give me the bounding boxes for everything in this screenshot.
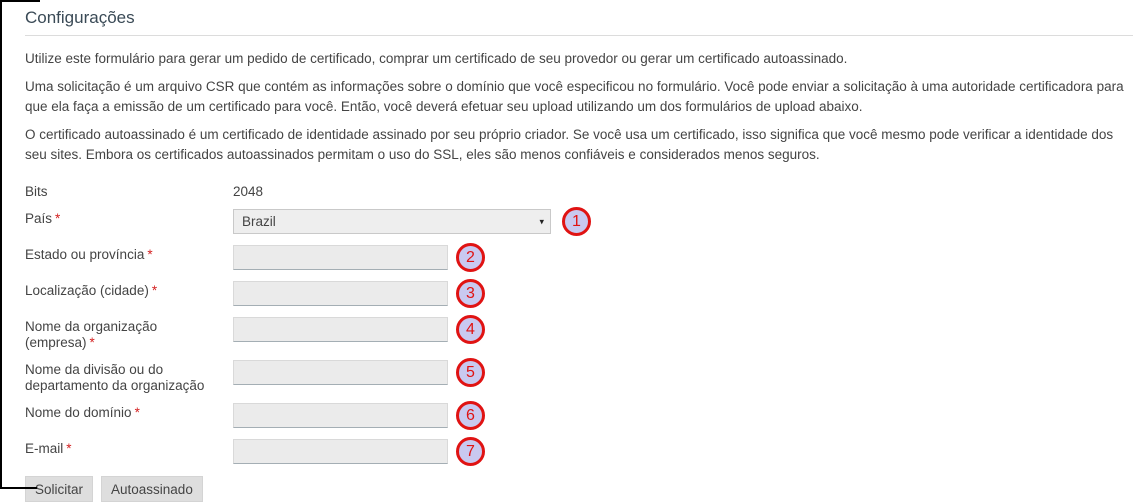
field-label-organization: Nome da organização (empresa) * [25,319,158,350]
field-label-country: País * [25,211,61,226]
field-label-domain: Nome do domínio * [25,405,140,420]
field-label-email: E-mail * [25,441,72,456]
field-row-department: Nome da divisão ou do departamento da or… [25,358,1133,394]
required-asterisk: * [134,405,140,420]
intro-paragraph-2: Uma solicitação é um arquivo CSR que con… [25,79,1124,114]
intro-paragraph-3: O certificado autoassinado é um certific… [25,127,1114,162]
required-asterisk: * [147,247,153,262]
field-row-state: Estado ou província * 2 [25,243,1133,272]
screenshot-border-bottom [0,487,37,489]
field-label-state: Estado ou província * [25,247,153,262]
bits-value: 2048 [233,184,264,199]
department-input[interactable] [233,360,448,385]
email-input[interactable] [233,439,448,464]
required-asterisk: * [89,335,95,350]
field-label-bits: Bits [25,184,48,199]
page-title: Configurações [25,8,135,27]
intro-text: Utilize este formulário para gerar um pe… [25,49,1133,165]
city-input[interactable] [233,281,448,306]
annotation-badge-2: 2 [456,243,485,272]
annotation-badge-7: 7 [456,437,485,466]
domain-input[interactable] [233,403,448,428]
required-asterisk: * [55,211,61,226]
field-row-email: E-mail * 7 [25,437,1133,466]
field-row-domain: Nome do domínio * 6 [25,401,1133,430]
required-asterisk: * [151,283,158,298]
state-input[interactable] [233,245,448,270]
field-row-country: País * Brazil ▾ 1 [25,207,1133,236]
certificate-form: Bits 2048 País * Brazil ▾ 1 Estado ou pro… [25,180,1133,502]
annotation-badge-6: 6 [456,401,485,430]
field-row-city: Localização (cidade) * 3 [25,279,1133,308]
solicitar-button[interactable]: Solicitar [25,476,94,502]
annotation-badge-4: 4 [456,315,485,344]
annotation-badge-1: 1 [562,207,591,236]
field-row-bits: Bits 2048 [25,180,1133,200]
annotation-badge-3: 3 [456,279,485,308]
country-select-wrap: Brazil ▾ [233,209,551,234]
country-select[interactable]: Brazil [233,209,551,234]
screenshot-border-top [0,0,40,2]
intro-paragraph-1: Utilize este formulário para gerar um pe… [25,51,848,66]
organization-input[interactable] [233,317,448,342]
required-asterisk: * [66,441,72,456]
autoassinado-button[interactable]: Autoassinado [101,476,203,502]
title-divider [25,35,1133,36]
field-label-city: Localização (cidade) * [25,283,158,298]
field-label-department: Nome da divisão ou do departamento da or… [25,362,205,393]
form-actions: Solicitar Autoassinado [25,476,1133,502]
field-row-organization: Nome da organização (empresa) * 4 [25,315,1133,351]
annotation-badge-5: 5 [456,358,485,387]
screenshot-border-left [0,0,2,489]
